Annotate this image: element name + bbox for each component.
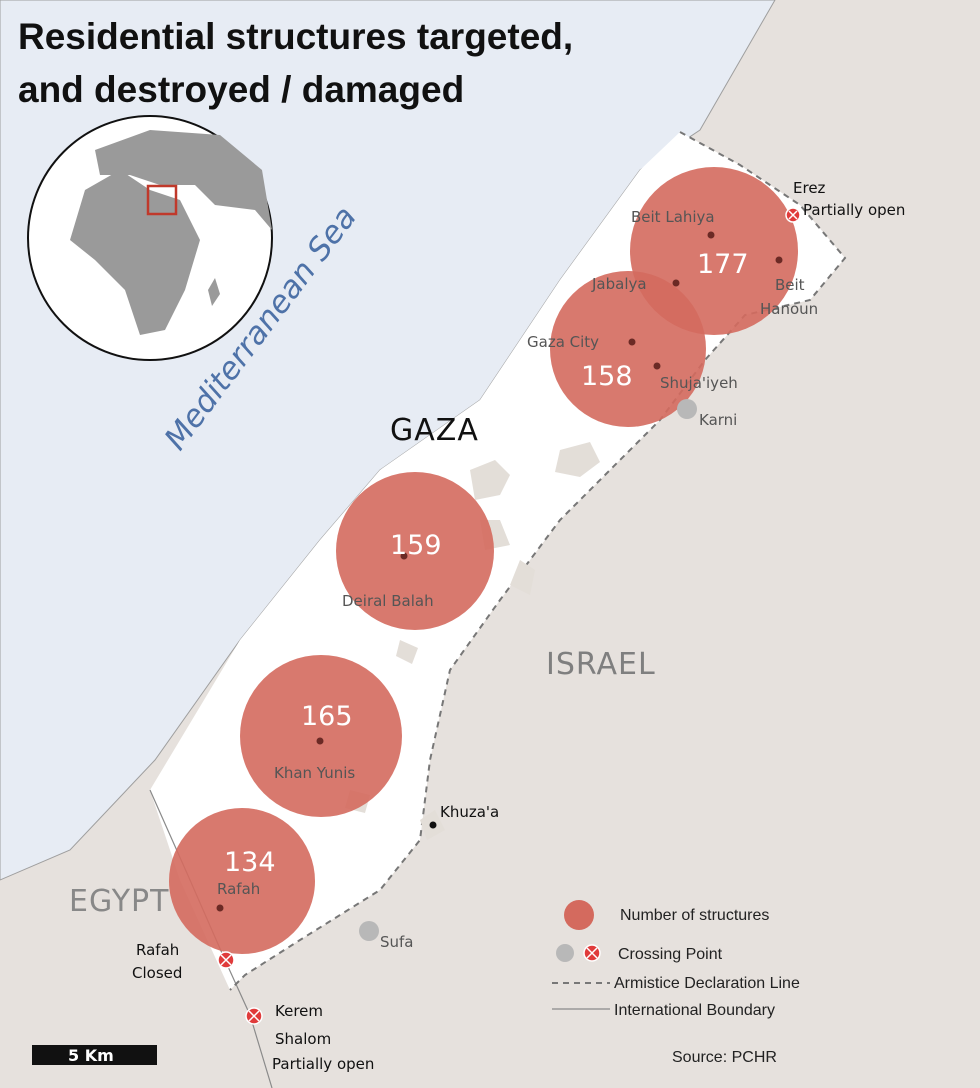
crossing-erez-label: Erez [793, 179, 826, 197]
crossing-rafah-status: Closed [132, 964, 182, 982]
scale-bar [32, 1045, 157, 1065]
circle-deir-al-balah [336, 472, 494, 630]
title-line-2: and destroyed / damaged [18, 69, 464, 110]
legend: Number of structures Crossing Point Armi… [552, 900, 800, 1019]
value-khan-yunis: 165 [301, 701, 353, 732]
place-hanoun: Hanoun [760, 300, 818, 318]
khuzaa-dot [429, 821, 437, 829]
structure-circles [169, 167, 798, 954]
gaza-location-marker [146, 184, 178, 216]
region-label-israel: ISRAEL [546, 647, 656, 682]
crossing-sufa-label: Sufa [380, 933, 414, 951]
globe-eurasia [95, 130, 272, 230]
place-khan-yunis: Khan Yunis [274, 764, 355, 782]
crossing-karni-label: Karni [699, 411, 737, 429]
place-beit: Beit [775, 276, 805, 294]
value-rafah: 134 [224, 847, 276, 878]
crossing-kerem-shalom [245, 1007, 263, 1025]
legend-armistice-label: Armistice Declaration Line [614, 975, 800, 992]
crossing-karni-icon [677, 399, 697, 419]
place-khuzaa: Khuza'a [440, 803, 499, 821]
place-rafah-city: Rafah [217, 880, 260, 898]
crossing-erez [785, 207, 801, 223]
crossing-kerem-label-1: Kerem [275, 1002, 323, 1020]
crossing-sufa-icon [359, 921, 379, 941]
globe-madagascar [208, 278, 220, 306]
crossing-kerem-status: Partially open [272, 1055, 374, 1073]
title-line-1: Residential structures targeted, [18, 16, 573, 57]
region-label-gaza: GAZA [390, 413, 479, 448]
region-label-egypt: EGYPT [69, 884, 169, 919]
crossing-kerem-label-2: Shalom [275, 1030, 331, 1048]
globe-africa [70, 170, 200, 335]
legend-boundary-label: International Boundary [614, 1002, 775, 1019]
scale-bar-label: 5 Km [68, 1046, 114, 1065]
crossing-erez-status: Partially open [803, 201, 905, 219]
globe-inset [27, 115, 273, 361]
place-shujaiyeh: Shuja'iyeh [660, 374, 738, 392]
town-dots [216, 231, 783, 912]
circle-rafah [169, 808, 315, 954]
urban-areas [345, 442, 600, 840]
armistice-line [229, 131, 847, 991]
place-deir-al-balah: Deiral Balah [342, 592, 434, 610]
circle-gaza-city [550, 271, 706, 427]
source-label: Source: PCHR [672, 1049, 777, 1066]
legend-structures-label: Number of structures [620, 907, 769, 924]
crossing-rafah-label: Rafah [136, 941, 179, 959]
legend-crossing-label: Crossing Point [618, 946, 723, 963]
value-north: 177 [697, 249, 749, 280]
place-gaza-city: Gaza City [527, 333, 599, 351]
place-jabalya: Jabalya [591, 275, 647, 293]
legend-structures-swatch [564, 900, 594, 930]
crossing-rafah [217, 951, 235, 969]
place-beit-lahiya: Beit Lahiya [631, 208, 715, 226]
value-gaza-city: 158 [581, 361, 633, 392]
value-deir-al-balah: 159 [390, 530, 442, 561]
circle-khan-yunis [240, 655, 402, 817]
legend-crossing-gray-icon [556, 944, 574, 962]
